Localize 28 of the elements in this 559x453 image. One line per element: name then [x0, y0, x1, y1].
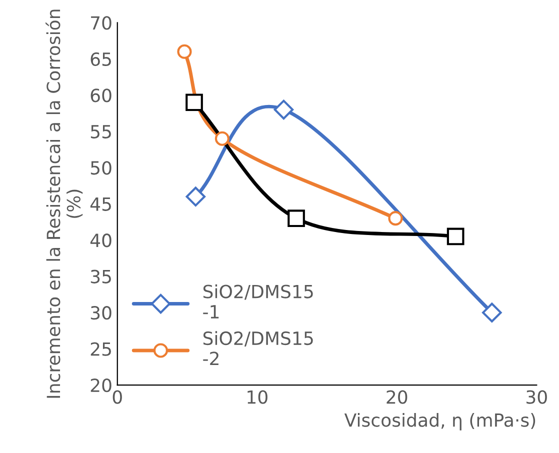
y-tick-label: 45	[90, 198, 111, 211]
y-tick-label: 70	[91, 16, 112, 30]
y-tick-label: 20	[90, 378, 112, 392]
point	[214, 131, 230, 146]
y-tick-label: 55	[90, 125, 111, 138]
legend-label: SiO2/DMS15 -2	[203, 331, 313, 366]
x-tick-label: 30	[526, 390, 547, 404]
y-tick-label: 65	[90, 52, 111, 66]
point	[186, 186, 206, 206]
y-tick-label: 30	[90, 306, 112, 320]
point	[274, 100, 294, 120]
x-tick-label: 0	[112, 390, 122, 404]
x-tick-label: 10	[248, 390, 268, 404]
point	[177, 44, 192, 59]
point	[446, 228, 464, 246]
y-axis-title: Incremento en la Resistencai a la Corrosión (%)	[46, 10, 83, 398]
point	[482, 302, 502, 322]
y-tick-label: 60	[90, 88, 112, 102]
y-tick-label: 50	[90, 161, 112, 175]
legend-label: SiO2/DMS15 -1	[203, 284, 313, 318]
y-tick-label: 35	[90, 270, 111, 284]
x-axis-title: Viscosidad, η (mPa·s)	[344, 412, 536, 430]
y-tick-label: 25	[90, 342, 111, 356]
x-tick-label: 20	[386, 390, 408, 404]
point	[288, 210, 305, 228]
y-tick-label: 40	[90, 234, 112, 248]
point	[388, 211, 403, 226]
point	[186, 94, 203, 112]
